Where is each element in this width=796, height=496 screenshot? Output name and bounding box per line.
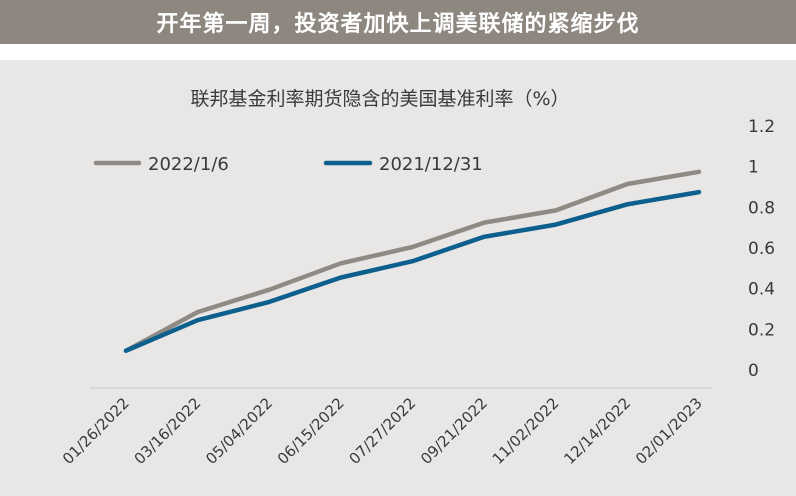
x-tick-label: 09/21/2022	[417, 394, 491, 468]
page-title: 开年第一周，投资者加快上调美联储的紧缩步伐	[156, 12, 640, 37]
y-tick-label: 1.2	[748, 117, 775, 137]
x-tick-label: 06/15/2022	[274, 394, 348, 468]
y-tick-label: 0.4	[748, 280, 775, 300]
x-tick-label: 11/02/2022	[489, 394, 563, 468]
y-tick-label: 0.6	[748, 239, 775, 259]
y-tick-label: 0	[748, 361, 759, 381]
series-line-2	[123, 189, 702, 353]
x-tick-label: 02/01/2023	[632, 394, 706, 468]
y-tick-label: 0.8	[748, 198, 775, 218]
x-tick-label: 03/16/2022	[131, 394, 205, 468]
x-tick-label: 12/14/2022	[560, 394, 634, 468]
legend-label: 2021/12/31	[379, 154, 483, 175]
x-tick-label: 01/26/2022	[59, 394, 133, 468]
header-banner: 开年第一周，投资者加快上调美联储的紧缩步伐	[0, 0, 796, 44]
legend-label: 2022/1/6	[148, 154, 229, 175]
chart-panel	[0, 60, 796, 496]
series-line-1	[123, 169, 702, 353]
chart-title: 联邦基金利率期货隐含的美国基准利率（%）	[190, 88, 570, 110]
y-tick-label: 1	[748, 158, 759, 178]
x-tick-label: 05/04/2022	[202, 394, 276, 468]
y-tick-label: 0.2	[748, 320, 775, 340]
x-tick-label: 07/27/2022	[345, 394, 419, 468]
